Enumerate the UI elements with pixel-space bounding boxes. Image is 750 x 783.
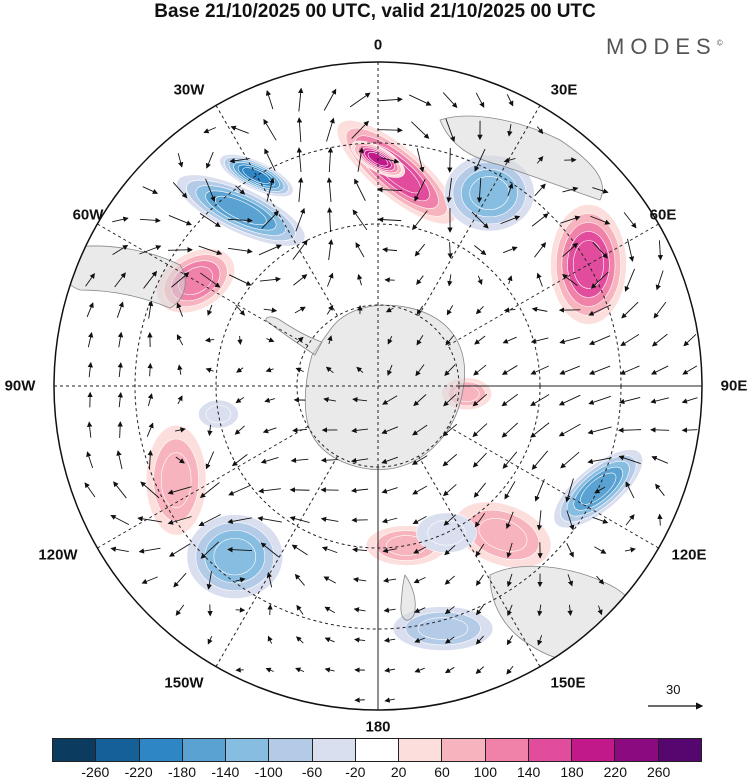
lon-label-90e: 90E — [721, 378, 748, 395]
colorbar-swatch — [529, 739, 572, 761]
colorbar-tick-label: -260 — [81, 764, 109, 780]
colorbar-tick-label: 220 — [604, 764, 627, 780]
colorbar-swatch — [269, 739, 312, 761]
lon-label-30w: 30W — [174, 82, 205, 99]
colorbar-swatch — [442, 739, 485, 761]
colorbar-swatch — [486, 739, 529, 761]
colorbar-tick-label: 260 — [647, 764, 670, 780]
anomaly-contour — [470, 176, 509, 209]
reference-vector: 30 — [646, 682, 706, 712]
colorbar-tick-label: -20 — [345, 764, 365, 780]
anomaly-contour — [214, 538, 256, 575]
colorbar — [52, 738, 702, 762]
colorbar-tick-label: -140 — [211, 764, 239, 780]
colorbar-swatch — [659, 739, 701, 761]
lon-label-120w: 120W — [38, 547, 77, 564]
lon-label-120e: 120E — [671, 547, 706, 564]
colorbar-tick-label: -60 — [302, 764, 322, 780]
colorbar-tick-label: -100 — [255, 764, 283, 780]
wind-arrow — [660, 515, 661, 526]
wind-arrow — [450, 148, 451, 172]
colorbar-tick-label: 20 — [391, 764, 407, 780]
colorbar-swatch — [53, 739, 96, 761]
colorbar-tick-label: 140 — [517, 764, 540, 780]
lon-label-150w: 150W — [164, 675, 203, 692]
wind-arrow — [291, 490, 310, 491]
colorbar-swatch — [140, 739, 183, 761]
lon-label-30e: 30E — [551, 82, 578, 99]
colorbar-ticks: -260 -220 -180 -140 -100 -60 -20 20 60 100 140 180 2… — [0, 764, 750, 782]
colorbar-tick-label: -220 — [125, 764, 153, 780]
lon-label-90w: 90W — [5, 378, 36, 395]
colorbar-tick-label: 180 — [560, 764, 583, 780]
colorbar-swatch — [615, 739, 658, 761]
colorbar-tick-label: -180 — [168, 764, 196, 780]
lon-label-60w: 60W — [73, 207, 104, 224]
wind-arrow — [651, 430, 669, 431]
colorbar-tick-label: 100 — [474, 764, 497, 780]
map-field — [50, 60, 710, 720]
colorbar-swatch — [226, 739, 269, 761]
colorbar-swatch — [183, 739, 226, 761]
anomaly-contour — [418, 618, 468, 640]
anomaly-contour — [161, 453, 191, 508]
colorbar-swatch — [313, 739, 356, 761]
lon-label-150e: 150E — [550, 675, 585, 692]
colorbar-swatch — [399, 739, 442, 761]
wind-arrow — [683, 430, 698, 431]
anomaly-contour — [428, 520, 466, 545]
lon-label-60e: 60E — [650, 207, 677, 224]
colorbar-swatch — [572, 739, 615, 761]
colorbar-swatch — [356, 739, 399, 761]
reference-arrow — [646, 682, 706, 712]
colorbar-tick-label: 60 — [434, 764, 450, 780]
colorbar-swatch — [96, 739, 139, 761]
polar-map — [0, 0, 750, 783]
lon-label-180: 180 — [365, 719, 390, 736]
wind-arrow — [270, 605, 271, 615]
wind-arrow — [168, 250, 192, 251]
lon-label-0: 0 — [374, 37, 382, 54]
